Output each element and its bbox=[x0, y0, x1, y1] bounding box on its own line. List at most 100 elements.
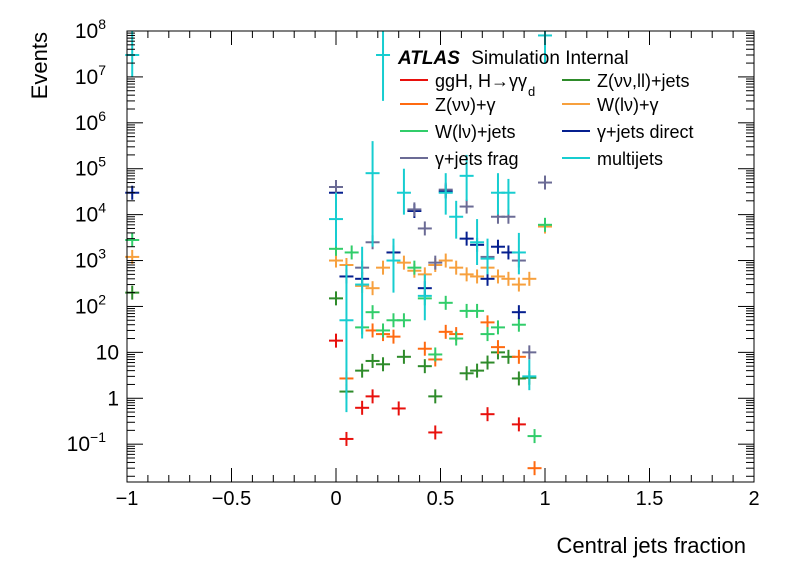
data-point bbox=[125, 249, 140, 264]
y-tick-exponent: −1 bbox=[90, 429, 106, 445]
data-point bbox=[449, 200, 464, 239]
data-point bbox=[344, 245, 359, 260]
y-tick-label: 103 bbox=[75, 246, 106, 273]
data-point bbox=[480, 407, 495, 422]
data-point bbox=[396, 313, 411, 328]
data-point bbox=[438, 173, 453, 215]
data-marks bbox=[125, 31, 552, 476]
data-point bbox=[480, 315, 495, 330]
data-point bbox=[365, 141, 380, 247]
legend-name: Z(νν)+γ bbox=[435, 95, 496, 115]
legend-entry: Z(νν)+γ bbox=[400, 95, 496, 115]
data-point bbox=[386, 238, 401, 293]
y-tick-base: 10 bbox=[96, 341, 119, 364]
data-point bbox=[428, 347, 443, 362]
legend-subscript: d bbox=[528, 84, 535, 99]
y-tick-base: 10 bbox=[67, 433, 90, 456]
atlas-label: ATLAS Simulation Internal bbox=[397, 48, 629, 69]
legend-name: ggH, H→γγ bbox=[435, 71, 527, 91]
data-point bbox=[355, 363, 370, 378]
data-point bbox=[355, 400, 370, 415]
legend-entry: γ+jets direct bbox=[562, 122, 694, 142]
data-point bbox=[376, 31, 391, 101]
data-point bbox=[438, 324, 453, 339]
legend-name: W(lν)+γ bbox=[597, 95, 659, 115]
data-point bbox=[538, 175, 552, 190]
legend-entry: multijets bbox=[562, 149, 663, 169]
data-point bbox=[522, 345, 537, 360]
legend-name: γ+jets direct bbox=[597, 122, 694, 142]
y-tick-exponent: 4 bbox=[98, 200, 106, 216]
data-point bbox=[339, 264, 354, 413]
data-point bbox=[490, 320, 505, 335]
data-point bbox=[125, 233, 140, 248]
y-tick-base: 10 bbox=[75, 20, 98, 43]
y-tick-base: 1 bbox=[107, 387, 119, 410]
y-tick-label: 10−1 bbox=[67, 429, 107, 456]
data-point bbox=[438, 295, 453, 310]
data-point bbox=[480, 327, 495, 342]
x-tick-label: 1.5 bbox=[636, 488, 664, 510]
y-tick-label: 102 bbox=[75, 291, 106, 318]
data-point bbox=[459, 231, 474, 246]
data-point bbox=[501, 271, 516, 286]
legend-entry: W(lν)+jets bbox=[400, 122, 516, 142]
data-point bbox=[449, 331, 464, 346]
data-point bbox=[459, 199, 474, 214]
x-axis: −1 −0.5 0 0.5 1 1.5 2 bbox=[116, 31, 760, 510]
y-tick-label: 104 bbox=[75, 200, 106, 227]
data-point bbox=[470, 219, 485, 265]
data-point bbox=[480, 355, 495, 370]
data-point bbox=[428, 389, 443, 404]
data-point bbox=[428, 425, 443, 440]
data-point bbox=[329, 253, 343, 268]
data-point bbox=[329, 192, 343, 247]
data-point bbox=[417, 341, 432, 356]
data-point bbox=[386, 329, 401, 344]
data-point bbox=[417, 274, 432, 321]
y-tick-exponent: 7 bbox=[98, 62, 106, 78]
y-tick-base: 10 bbox=[75, 158, 98, 181]
data-point bbox=[438, 253, 453, 268]
data-point bbox=[365, 305, 380, 320]
y-tick-base: 10 bbox=[75, 204, 98, 227]
data-point bbox=[522, 271, 537, 286]
legend-label: multijets bbox=[597, 149, 663, 169]
y-tick-base: 10 bbox=[75, 295, 98, 318]
x-tick-label: 0.5 bbox=[427, 488, 455, 510]
data-point bbox=[355, 246, 370, 339]
data-point bbox=[527, 429, 542, 444]
x-tick-label: −1 bbox=[116, 488, 139, 510]
x-tick-label: 1 bbox=[539, 488, 550, 510]
data-point bbox=[538, 217, 552, 232]
legend-name: Z(νν,ll)+jets bbox=[597, 71, 690, 91]
data-point bbox=[470, 363, 485, 378]
data-point bbox=[417, 359, 432, 374]
atlas-rest: Simulation Internal bbox=[471, 48, 628, 69]
data-point bbox=[329, 333, 343, 348]
data-point bbox=[396, 255, 411, 270]
x-tick-label: 2 bbox=[748, 488, 759, 510]
legend-label: ggH, H→γγd bbox=[435, 71, 535, 99]
atlas-bold: ATLAS bbox=[397, 48, 460, 69]
data-point bbox=[376, 260, 391, 275]
data-point bbox=[522, 359, 537, 391]
series-group bbox=[125, 217, 552, 444]
y-tick-exponent: 8 bbox=[98, 16, 106, 32]
y-tick-label: 107 bbox=[75, 62, 106, 89]
legend-name: γ+jets frag bbox=[435, 149, 519, 169]
data-point bbox=[391, 401, 406, 416]
data-point bbox=[339, 431, 354, 446]
data-point bbox=[365, 353, 380, 368]
data-point bbox=[470, 269, 485, 284]
data-point bbox=[501, 178, 516, 215]
data-point bbox=[365, 281, 380, 296]
y-tick-exponent: 3 bbox=[98, 246, 106, 262]
legend-label: γ+jets frag bbox=[435, 149, 519, 169]
data-point bbox=[459, 154, 474, 201]
data-point bbox=[527, 461, 542, 476]
y-tick-exponent: 2 bbox=[98, 291, 106, 307]
data-point bbox=[449, 260, 464, 275]
legend-entry: Z(νν,ll)+jets bbox=[562, 71, 690, 91]
